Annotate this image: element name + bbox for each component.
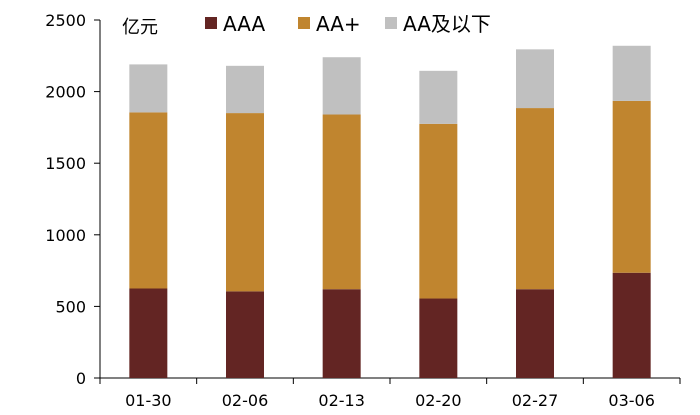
bar-segment-AA+ xyxy=(612,100,651,273)
x-tick-label: 03-06 xyxy=(608,391,655,410)
bar-segment-AA+ xyxy=(516,108,554,290)
legend-swatch xyxy=(385,17,397,29)
unit-label: 亿元 xyxy=(122,17,158,38)
bar-segment-AAA xyxy=(612,272,651,378)
y-tick-label: 2000 xyxy=(45,83,86,102)
bar-segment-AAA xyxy=(226,291,264,378)
y-tick-label: 1500 xyxy=(45,154,86,173)
x-tick-label: 02-27 xyxy=(512,391,559,410)
legend-swatch xyxy=(298,17,310,29)
bar-segment-AAA xyxy=(129,288,168,378)
legend-swatch xyxy=(205,17,217,29)
x-tick-label: 02-20 xyxy=(415,391,462,410)
bar-segment-AA+ xyxy=(226,113,264,292)
bar-segment-AA及以下 xyxy=(612,45,651,101)
bar-segment-AA+ xyxy=(129,112,168,289)
y-tick-label: 0 xyxy=(76,369,86,388)
legend-label: AA及以下 xyxy=(403,12,491,36)
bar-segment-AA及以下 xyxy=(516,49,554,109)
y-tick-label: 2500 xyxy=(45,11,86,30)
bar-segment-AAA xyxy=(516,289,554,378)
x-tick-label: 02-13 xyxy=(318,391,365,410)
bar-segment-AA及以下 xyxy=(129,64,168,113)
legend-label: AA+ xyxy=(316,12,361,36)
bar-segment-AA及以下 xyxy=(322,57,361,115)
y-tick-label: 1000 xyxy=(45,226,86,245)
axes xyxy=(94,19,681,384)
y-tick-label: 500 xyxy=(55,297,86,316)
tick-labels: 0 500 1000 1500 2000 2500 01-30 02-06 02-13 02-20… xyxy=(45,11,655,410)
bar-segment-AA+ xyxy=(419,123,458,299)
bar-segment-AA及以下 xyxy=(226,65,264,114)
legend: 亿元 AAA AA+ AA及以下 xyxy=(122,12,491,38)
bar-segment-AA及以下 xyxy=(419,70,458,124)
bar-segment-AAA xyxy=(322,289,361,378)
x-tick-label: 01-30 xyxy=(125,391,172,410)
bars xyxy=(129,45,651,378)
bar-segment-AAA xyxy=(419,298,458,378)
bar-segment-AA+ xyxy=(322,114,361,290)
legend-label: AAA xyxy=(223,12,265,36)
x-tick-label: 02-06 xyxy=(222,391,269,410)
